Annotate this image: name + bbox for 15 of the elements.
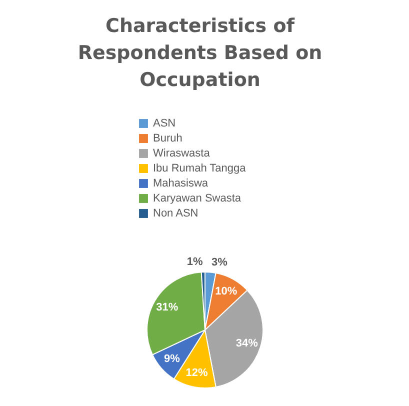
data-label: 1% <box>186 256 204 268</box>
data-label: 10% <box>215 285 238 298</box>
data-label: 31% <box>156 302 178 314</box>
legend-label: Buruh <box>153 132 182 144</box>
data-label: 12% <box>186 367 208 380</box>
legend-label: Wiraswasta <box>153 148 211 160</box>
data-label: 9% <box>164 353 180 366</box>
data-label: 3% <box>211 256 228 268</box>
legend-label: Mahasiswa <box>153 178 209 190</box>
chart-title: Characteristics of Respondents Based on Occupation <box>78 15 322 91</box>
legend-label: Karyawan Swasta <box>153 192 242 204</box>
data-label: 34% <box>236 338 258 350</box>
legend-label: Ibu Rumah Tangga <box>153 162 247 174</box>
legend-label: ASN <box>153 118 176 130</box>
legend-label: Non ASN <box>153 208 198 220</box>
